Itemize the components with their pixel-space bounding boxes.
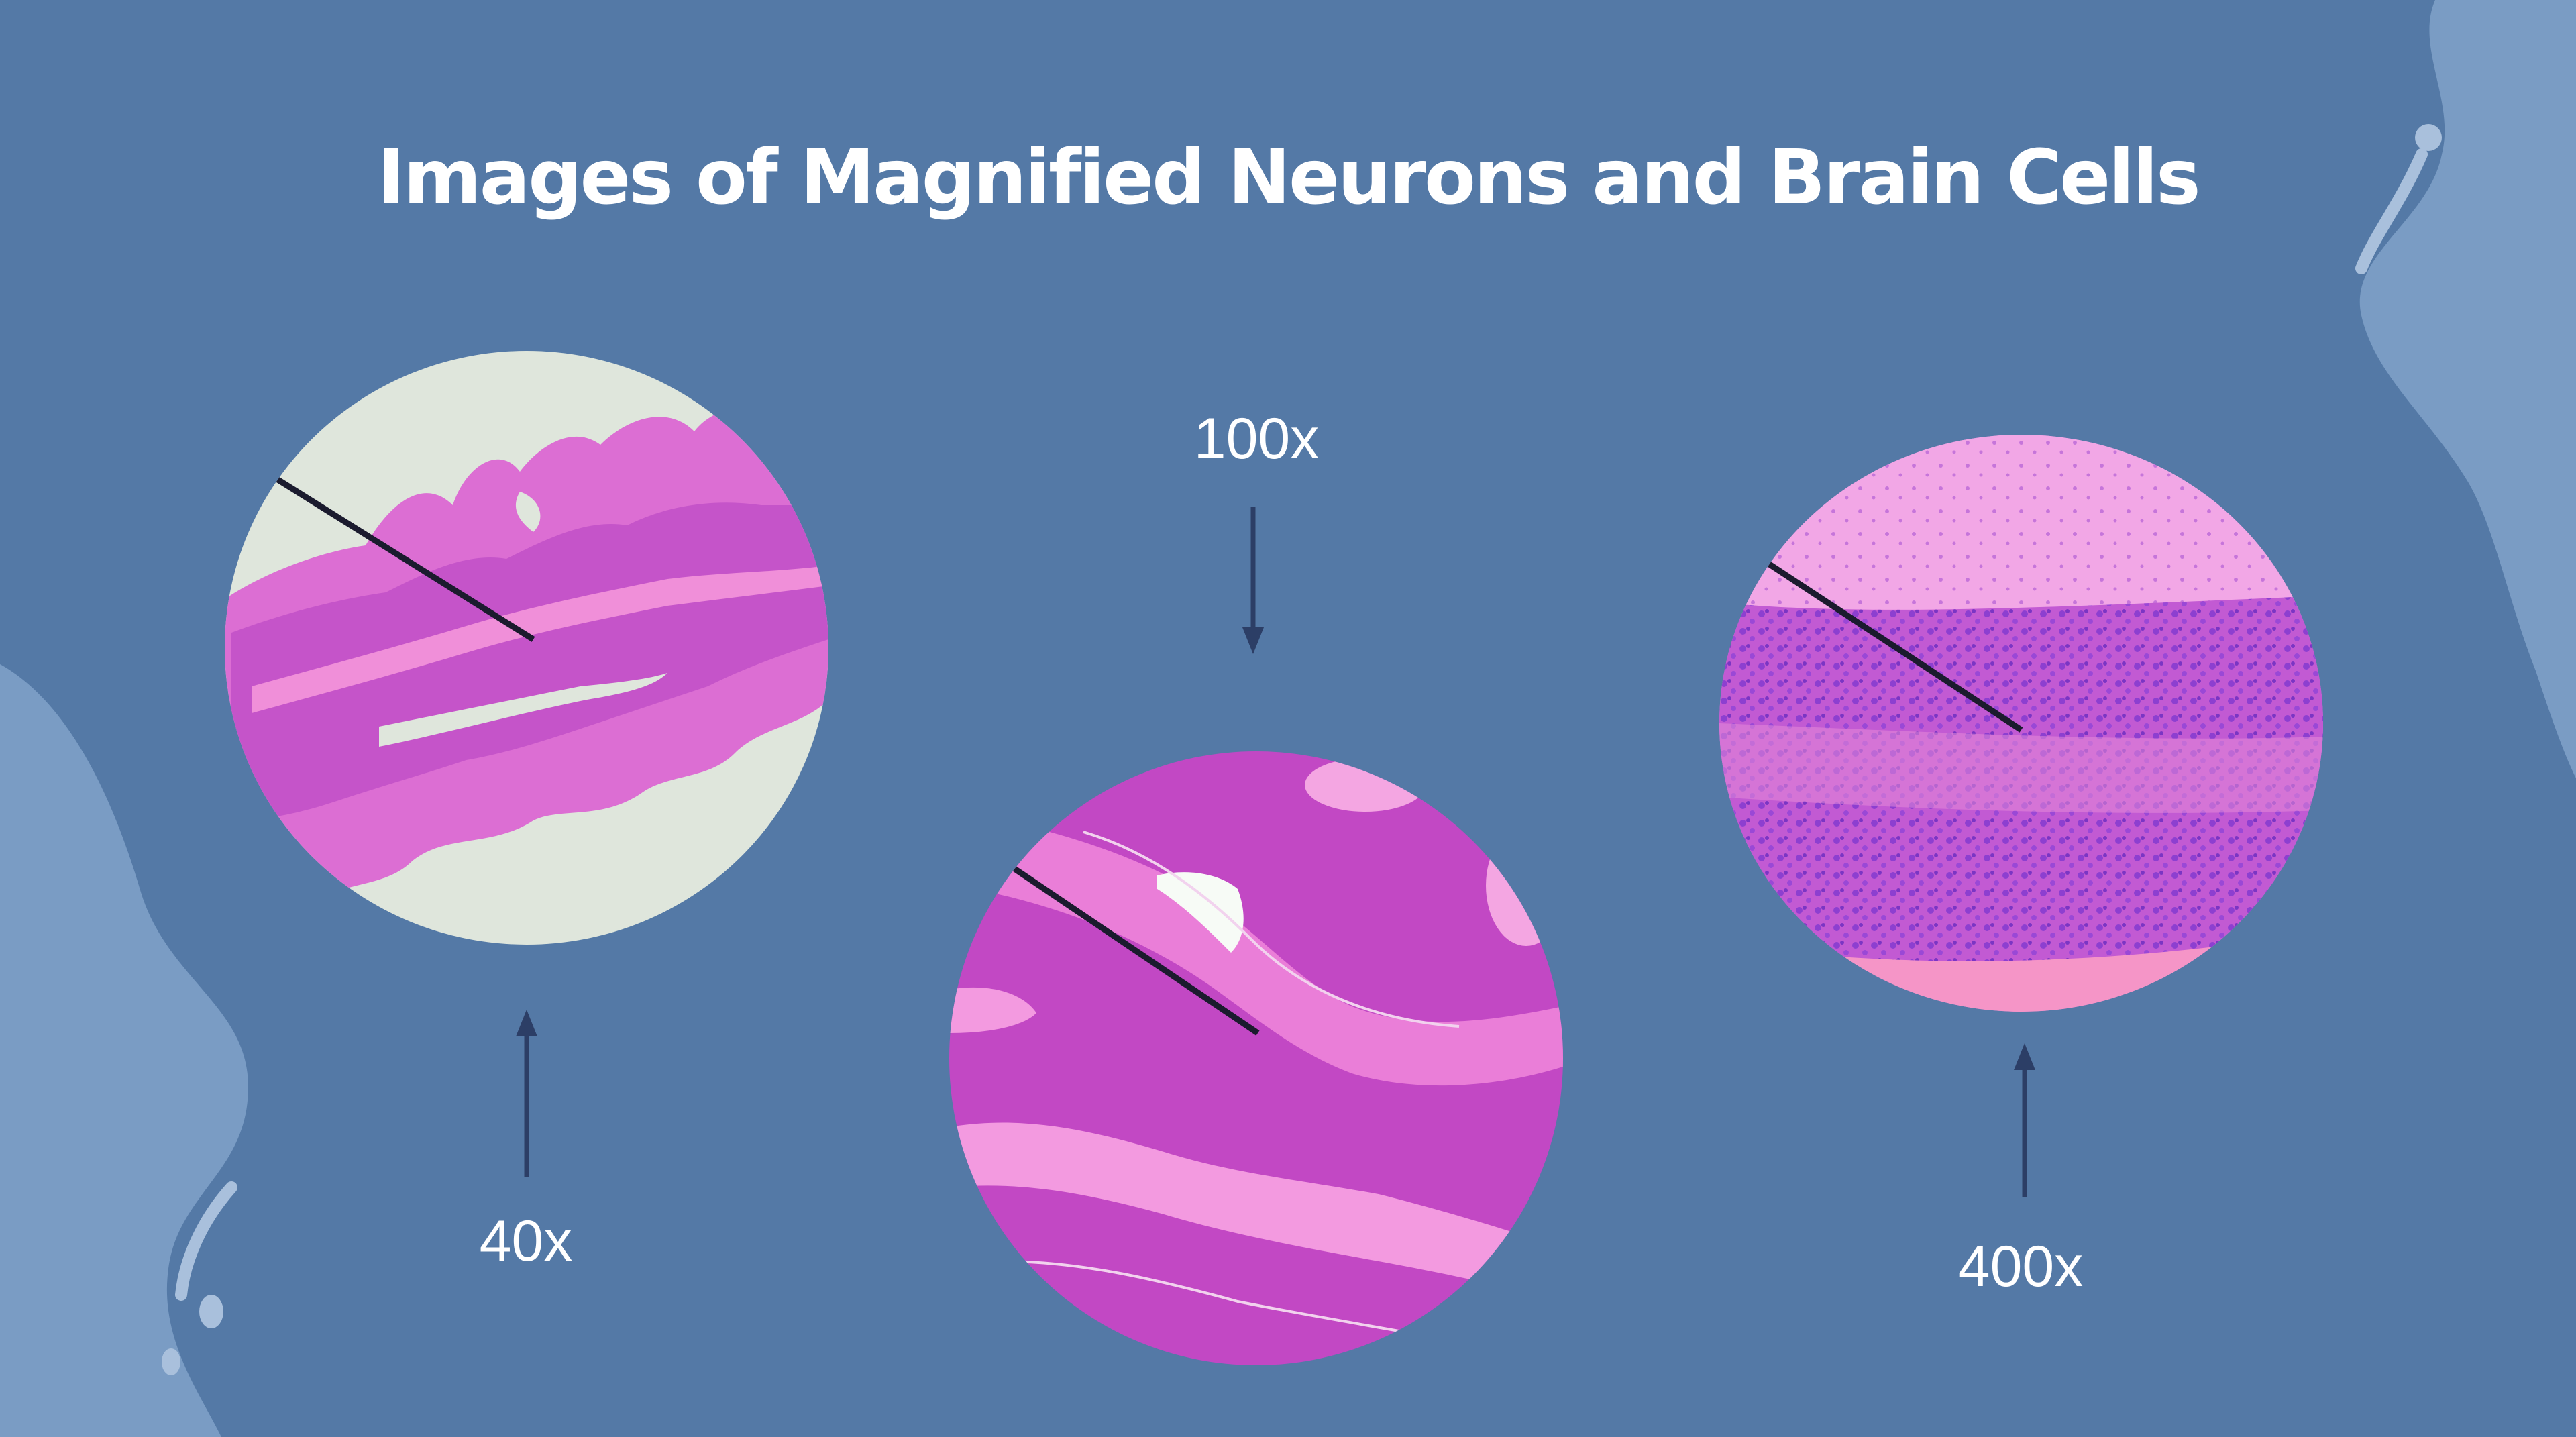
micrograph-100x-image — [949, 751, 1563, 1365]
magnification-label-100x: 100x — [1193, 407, 1320, 471]
right-blob-dot — [2415, 124, 2442, 151]
magnification-label-400x: 400x — [1957, 1234, 2084, 1299]
right-blob-shape — [2359, 0, 2576, 778]
left-blob-dot — [162, 1348, 180, 1375]
micrograph-40x — [225, 351, 828, 945]
micrograph-100x — [949, 751, 1563, 1365]
up-arrow-icon — [2011, 1043, 2038, 1198]
left-blob-highlight — [175, 1181, 237, 1301]
micrograph-400x-image — [1719, 435, 2323, 1012]
up-arrow-icon — [513, 1010, 540, 1177]
micrograph-40x-image — [225, 351, 828, 945]
left-blob-dot — [199, 1295, 223, 1328]
down-arrow-icon — [1240, 507, 1267, 654]
left-blob-shape — [0, 664, 248, 1437]
magnification-label-40x: 40x — [479, 1209, 573, 1273]
right-blob-highlight — [2355, 148, 2428, 274]
micrograph-400x — [1719, 435, 2323, 1012]
slide-title: Images of Magnified Neurons and Brain Ce… — [377, 134, 2200, 221]
